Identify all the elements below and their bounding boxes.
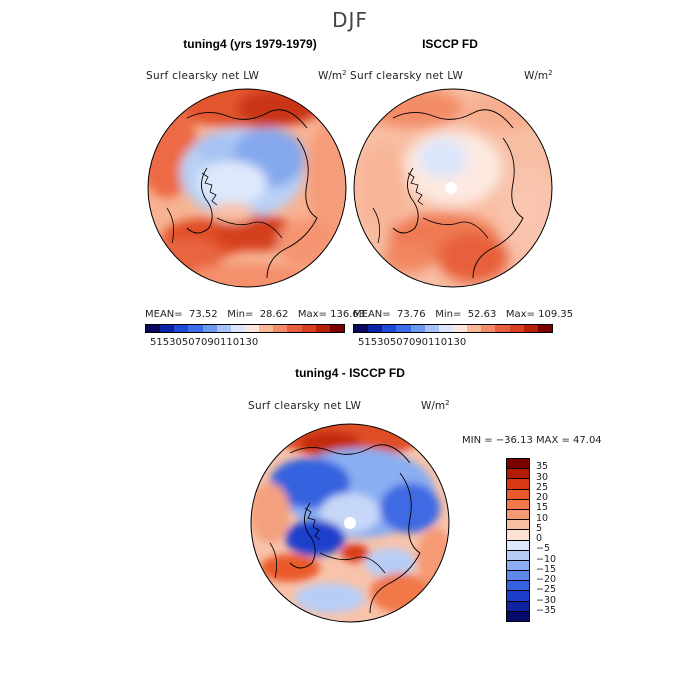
colorbar-diff-tick: −5 [536,543,551,555]
colorbar-diff-swatch [507,601,529,612]
colorbar-swatch [537,325,552,332]
colorbar-diff-tick: −25 [536,584,557,596]
colorbar-diff-tick: 20 [536,492,549,503]
colorbar-swatch [301,325,316,332]
diff-variable: Surf clearsky net LW [248,400,362,412]
colorbar-diff-swatch [507,581,529,592]
season-title: DJF [332,8,368,32]
colorbar-swatch [174,325,189,332]
colorbar-swatch [354,325,369,332]
colorbar-tick: 110 [428,337,448,348]
colorbar-diff-swatch [507,550,529,561]
colorbar-diff-swatch [507,479,529,490]
panel-right-variable: Surf clearsky net LW [350,70,464,82]
colorbar-swatch [438,325,453,332]
colorbar-tick: 30 [169,337,182,348]
colorbar-diff-tick: 25 [536,481,549,493]
colorbar-diff-tick: −35 [536,604,557,616]
diff-title: tuning4 - ISCCP FD [295,366,405,380]
colorbar-tick: 130 [447,337,467,348]
colorbar-diff-tick: −20 [536,574,557,585]
colorbar-swatch [202,325,217,332]
colorbar-swatch [244,325,260,332]
colorbar-tick: 50 [181,337,195,348]
colorbar-swatch [396,325,411,332]
colorbar-swatch [287,325,302,332]
colorbar-swatch [523,325,538,332]
colorbar-tick: 110 [220,337,240,348]
colorbar-diff-swatch [507,611,529,621]
map-diff [250,423,450,623]
colorbar-swatch [160,325,175,332]
diff-units: W/m2 [421,399,450,412]
colorbar-tick: 30 [377,337,390,348]
colorbar-swatch [273,325,288,332]
colorbar-right [353,324,553,333]
panel-right-title: ISCCP FD [422,37,478,51]
colorbar-swatch [329,325,344,332]
colorbar-diff-tick: 5 [536,522,543,534]
panel-right-units: W/m2 [524,69,553,82]
colorbar-swatch [315,325,330,332]
colorbar-diff-swatch [507,530,529,541]
colorbar-diff-swatch [507,499,529,510]
colorbar-diff-tick: 10 [536,512,549,524]
colorbar-swatch [368,325,383,332]
colorbar-swatch [259,325,274,332]
colorbar-diff-tick: −30 [536,594,557,606]
colorbar-swatch [424,325,439,332]
colorbar-swatch [382,325,397,332]
colorbar-tick: 70 [402,337,416,348]
colorbar-tick: 90 [207,337,221,348]
panel-left-units: W/m2 [318,69,347,82]
colorbar-swatch [146,325,161,332]
colorbar-diff-swatch [507,540,529,551]
panel-left-stats: MEAN= 73.52 Min= 28.62 Max= 136.63 [145,309,366,320]
colorbar-tick: 5 [150,337,157,348]
diff-range: MIN = −36.13 MAX = 47.04 [462,435,602,446]
colorbar-swatch [495,325,510,332]
colorbar-left-ticks: 5 15 30 50 70 90 110 130 [150,337,340,348]
colorbar-diff-swatch [507,459,529,470]
colorbar-tick: 90 [415,337,429,348]
map-left [147,88,347,288]
colorbar-swatch [216,325,231,332]
colorbar-diff-tick: 35 [536,461,549,473]
colorbar-diff-tick: 0 [536,533,543,544]
colorbar-diff-swatch [507,560,529,572]
colorbar-tick: 15 [364,337,378,348]
colorbar-swatch [410,325,425,332]
colorbar-right-ticks: 5 15 30 50 70 90 110 130 [358,337,548,348]
colorbar-swatch [481,325,496,332]
panel-right-stats: MEAN= 73.76 Min= 52.63 Max= 109.35 [353,309,574,320]
colorbar-diff [506,458,530,622]
colorbar-diff-swatch [507,571,529,582]
colorbar-diff-swatch [507,469,529,480]
colorbar-tick: 70 [194,337,208,348]
colorbar-left [145,324,345,333]
colorbar-diff-swatch [507,591,529,602]
colorbar-diff-tick: 15 [536,502,549,514]
colorbar-tick: 5 [358,337,365,348]
colorbar-diff-tick: −10 [536,553,557,565]
colorbar-diff-swatch [507,520,529,531]
colorbar-tick: 15 [156,337,170,348]
colorbar-diff-tick: −15 [536,563,557,575]
panel-left-title: tuning4 (yrs 1979-1979) [183,37,317,51]
colorbar-tick: 50 [389,337,403,348]
panel-left-variable: Surf clearsky net LW [146,70,260,82]
colorbar-diff-tick: 30 [536,471,549,483]
colorbar-diff-swatch [507,489,529,500]
colorbar-swatch [188,325,203,332]
colorbar-swatch [509,325,524,332]
colorbar-swatch [452,325,468,332]
map-right [353,88,553,288]
colorbar-tick: 130 [239,337,259,348]
colorbar-swatch [230,325,245,332]
colorbar-swatch [467,325,482,332]
colorbar-diff-swatch [507,509,529,521]
